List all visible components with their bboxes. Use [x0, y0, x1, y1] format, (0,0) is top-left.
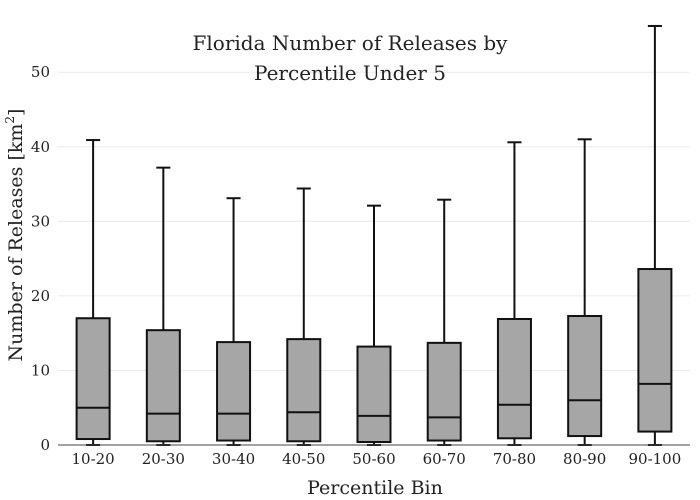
iqr-box	[75, 317, 111, 441]
y-tick-label: 20	[31, 287, 50, 305]
box-60-70	[426, 198, 462, 446]
iqr-box	[496, 317, 532, 440]
x-tick-label: 90-100	[628, 450, 681, 468]
x-tick-label: 50-60	[352, 450, 395, 468]
y-axis-title-main: Number of Releases [km	[5, 124, 27, 362]
y-axis-title-superscript: 2	[3, 116, 17, 124]
y-tick-labels: 0 10 20 30 40 50	[31, 63, 50, 454]
iqr-box	[216, 341, 252, 442]
y-tick-label: 0	[40, 436, 50, 454]
box-20-30	[145, 166, 181, 446]
box-series	[75, 24, 673, 446]
y-axis-title: Number of Releases [km2]	[3, 109, 27, 362]
y-axis-title-suffix: ]	[5, 109, 27, 116]
x-tick-labels: 10-20 20-30 30-40 40-50 50-60 60-70 70-80 80-90…	[71, 450, 681, 468]
y-tick-label: 50	[31, 63, 50, 81]
x-tick-label: 70-80	[493, 450, 536, 468]
iqr-box	[286, 338, 322, 443]
x-tick-label: 30-40	[212, 450, 255, 468]
y-tick-label: 30	[31, 212, 50, 230]
box-70-80	[496, 141, 532, 446]
y-tick-label: 10	[31, 361, 50, 379]
box-80-90	[567, 138, 603, 446]
x-tick-label: 20-30	[142, 450, 185, 468]
box-40-50	[286, 187, 322, 446]
box-30-40	[216, 197, 252, 446]
x-tick-label: 60-70	[423, 450, 466, 468]
iqr-box	[356, 345, 392, 444]
box-10-20	[75, 139, 111, 446]
chart-title-line-1: Florida Number of Releases by	[193, 31, 509, 55]
y-tick-label: 40	[31, 138, 50, 156]
box-50-60	[356, 204, 392, 446]
x-tick-label: 80-90	[563, 450, 606, 468]
x-tick-label: 40-50	[282, 450, 325, 468]
iqr-box	[567, 315, 603, 438]
iqr-box	[145, 329, 181, 443]
x-tick-label: 10-20	[71, 450, 114, 468]
iqr-box	[637, 268, 673, 433]
chart-title-line-2: Percentile Under 5	[254, 61, 446, 85]
x-axis-title: Percentile Bin	[307, 477, 443, 499]
box-90-100	[637, 24, 673, 446]
iqr-box	[426, 341, 462, 442]
